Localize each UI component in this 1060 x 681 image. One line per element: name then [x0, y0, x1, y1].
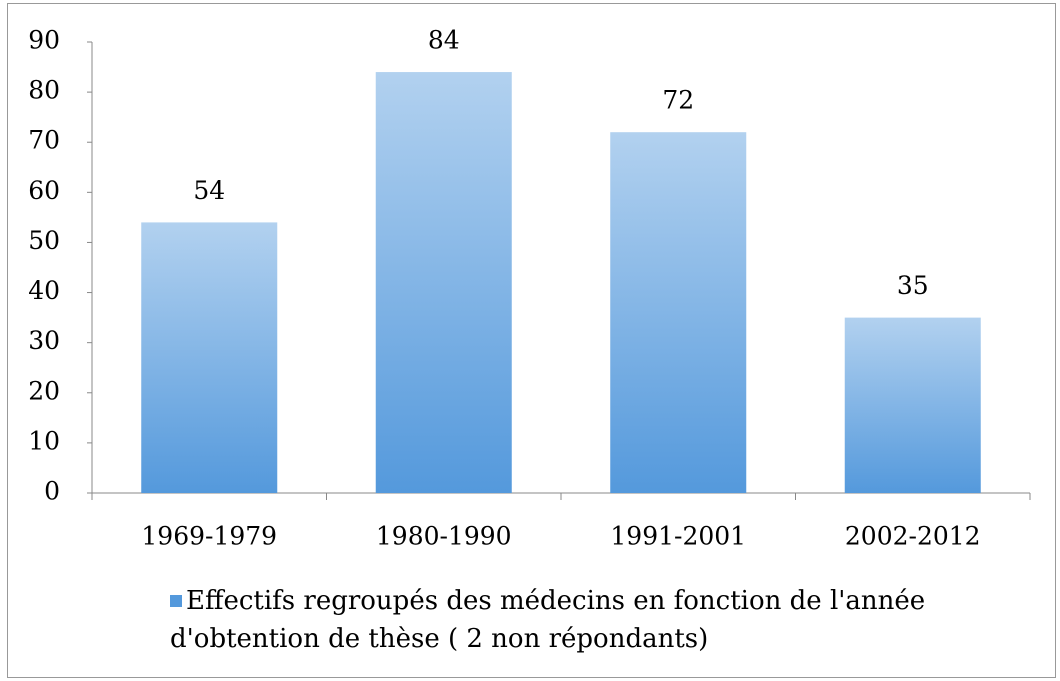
- y-tick-label: 60: [28, 176, 60, 205]
- data-label: 72: [662, 86, 694, 115]
- bar: [610, 132, 747, 493]
- y-tick-label: 20: [28, 376, 60, 405]
- y-tick-label: 40: [28, 276, 60, 305]
- chart-border: [7, 3, 1056, 678]
- data-label: 35: [897, 271, 929, 300]
- data-label: 84: [428, 26, 460, 55]
- bar: [844, 317, 981, 493]
- y-tick-label: 50: [28, 226, 60, 255]
- legend: Effectifs regroupés des médecins en fonc…: [170, 582, 990, 658]
- x-tick-label: 1980-1990: [376, 522, 512, 551]
- y-tick-label: 30: [28, 326, 60, 355]
- y-tick-label: 90: [28, 26, 60, 55]
- bar: [375, 72, 512, 494]
- data-label: 54: [193, 176, 225, 205]
- y-tick-label: 0: [44, 477, 60, 506]
- x-tick-label: 1991-2001: [610, 522, 746, 551]
- x-tick-label: 2002-2012: [845, 522, 981, 551]
- legend-swatch: [170, 595, 182, 607]
- legend-label: Effectifs regroupés des médecins en fonc…: [170, 586, 926, 654]
- x-tick-label: 1969-1979: [141, 522, 277, 551]
- y-tick-label: 10: [28, 426, 60, 455]
- bar: [141, 222, 278, 493]
- y-tick-label: 70: [28, 126, 60, 155]
- y-tick-label: 80: [28, 76, 60, 105]
